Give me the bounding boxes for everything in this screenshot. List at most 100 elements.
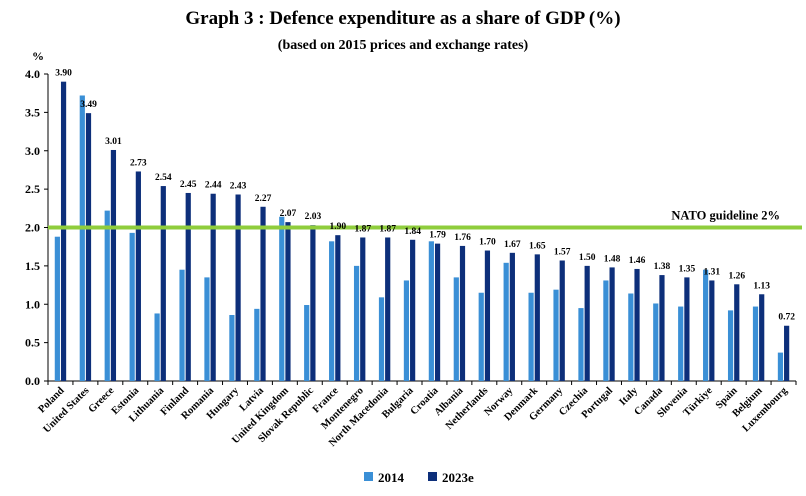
bar-2023e — [484, 250, 491, 381]
bar-2014 — [279, 216, 285, 381]
bar-2014 — [204, 277, 210, 381]
bar-2023e — [734, 284, 740, 381]
legend-swatch-2014 — [364, 472, 373, 481]
data-label-2023e: 2.45 — [180, 180, 197, 190]
bar-2023e — [185, 192, 191, 381]
bar-2014 — [777, 352, 784, 381]
data-label-2023e: 2.73 — [130, 158, 147, 168]
bar-2023e — [160, 186, 166, 381]
bar-2014 — [353, 265, 360, 381]
data-label-2023e: 1.67 — [504, 240, 521, 250]
bar-2023e — [360, 237, 366, 381]
y-tick-label: 3.5 — [25, 105, 40, 119]
bar-2014 — [79, 95, 85, 382]
bar-2014 — [154, 313, 160, 381]
bar-2014 — [628, 293, 634, 381]
y-tick-label: 2.0 — [25, 221, 40, 235]
data-label-2023e: 2.03 — [305, 212, 322, 222]
bar-2023e — [410, 239, 416, 381]
bar-2023e — [335, 235, 341, 381]
data-label-2023e: 1.65 — [529, 241, 546, 251]
legend-swatch-2023e — [428, 472, 437, 481]
y-tick-label: 3.0 — [25, 144, 40, 158]
data-label-2023e: 3.49 — [80, 100, 97, 110]
data-label-2023e: 1.35 — [679, 264, 696, 274]
data-label-2023e: 2.54 — [155, 173, 172, 183]
bar-2014 — [104, 210, 110, 381]
bar-2023e — [385, 237, 391, 381]
legend-label-2023e: 2023e — [442, 470, 474, 485]
bar-2014 — [378, 297, 385, 381]
bar-2023e — [709, 280, 715, 381]
y-tick-label: 1.5 — [25, 259, 40, 273]
bar-2014 — [703, 269, 709, 381]
data-label-2023e: 3.01 — [105, 137, 122, 147]
bar-2014 — [678, 306, 684, 381]
y-tick-label: 2.5 — [25, 182, 40, 196]
legend-label-2014: 2014 — [378, 470, 405, 485]
nato-guideline-label: NATO guideline 2% — [671, 209, 780, 223]
bar-2023e — [235, 194, 241, 381]
bar-2023e — [659, 275, 665, 381]
bar-2023e — [584, 265, 590, 381]
bar-2014 — [478, 292, 484, 381]
data-label-2023e: 1.50 — [579, 253, 596, 263]
bar-2023e — [210, 193, 216, 381]
data-label-2023e: 1.84 — [404, 227, 421, 237]
bar-2023e — [634, 268, 640, 381]
bar-2023e — [285, 222, 291, 381]
bar-2014 — [54, 236, 60, 381]
bar-2023e — [310, 225, 316, 381]
data-label-2023e: 1.26 — [728, 271, 745, 281]
data-label-2023e: 0.72 — [778, 313, 795, 323]
bar-2014 — [304, 305, 310, 381]
chart-title: Graph 3 : Defence expenditure as a share… — [185, 8, 621, 29]
bar-2023e — [534, 254, 540, 381]
bar-2014 — [528, 292, 534, 381]
chart-subtitle: (based on 2015 prices and exchange rates… — [277, 38, 529, 53]
y-tick-label: 4.0 — [25, 67, 40, 81]
bar-2014 — [403, 280, 410, 381]
bar-2014 — [727, 310, 734, 381]
data-label-2023e: 1.31 — [704, 267, 721, 277]
bar-2023e — [684, 277, 690, 381]
bar-2023e — [609, 267, 615, 381]
data-label-2023e: 1.13 — [753, 281, 770, 291]
bar-2014 — [428, 241, 434, 381]
data-label-2023e: 1.48 — [604, 254, 621, 264]
bar-2014 — [503, 262, 509, 381]
bar-2014 — [603, 280, 609, 381]
bar-2014 — [329, 241, 335, 381]
bar-2023e — [559, 260, 565, 381]
data-label-2023e: 2.43 — [230, 181, 247, 191]
bar-2023e — [784, 325, 790, 381]
data-label-2023e: 2.07 — [280, 209, 297, 219]
data-label-2023e: 2.44 — [205, 181, 222, 191]
data-label-2023e: 3.90 — [55, 69, 72, 79]
bar-2023e — [85, 113, 92, 381]
data-label-2023e: 1.90 — [330, 222, 347, 232]
bar-2023e — [759, 294, 765, 381]
data-label-2023e: 1.38 — [654, 262, 671, 272]
y-axis-label: % — [32, 49, 44, 63]
bar-2014 — [229, 314, 235, 381]
bar-2023e — [509, 252, 515, 381]
bar-2023e — [135, 171, 141, 381]
y-tick-label: 1.0 — [25, 297, 40, 311]
data-label-2023e: 1.87 — [379, 224, 396, 234]
bar-2014 — [129, 232, 135, 381]
bar-2023e — [459, 245, 466, 381]
data-label-2023e: 1.70 — [479, 238, 496, 248]
data-label-2023e: 1.57 — [554, 248, 571, 258]
data-label-2023e: 2.27 — [255, 194, 272, 204]
bar-2014 — [179, 269, 185, 381]
data-label-2023e: 1.87 — [354, 224, 371, 234]
bar-2014 — [578, 308, 584, 381]
bar-2014 — [553, 289, 559, 381]
data-label-2023e: 1.76 — [454, 233, 471, 243]
bar-2014 — [653, 303, 659, 381]
data-label-2023e: 1.79 — [429, 231, 446, 241]
bar-2014 — [453, 277, 459, 381]
